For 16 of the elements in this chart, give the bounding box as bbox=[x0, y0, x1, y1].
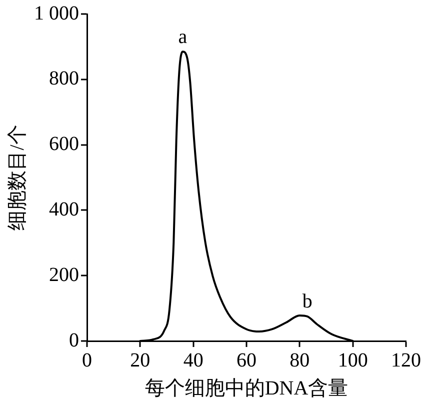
y-tick-label: 400 bbox=[49, 198, 79, 220]
annotation: b bbox=[302, 290, 312, 313]
y-tick-label: 800 bbox=[49, 68, 79, 90]
x-tick-label: 100 bbox=[338, 349, 368, 372]
y-axis-title: 细胞数目/个 bbox=[6, 124, 28, 230]
x-tick-label: 40 bbox=[183, 349, 204, 372]
x-tick-label: 60 bbox=[236, 349, 256, 372]
y-tick-label: 0 bbox=[69, 329, 79, 352]
y-tick-label: 200 bbox=[49, 264, 79, 286]
y-tick-label: 1 000 bbox=[34, 2, 79, 24]
annotation: a bbox=[178, 26, 188, 48]
x-axis-title: 每个细胞中的DNA含量 bbox=[144, 377, 348, 400]
x-tick-label: 80 bbox=[290, 349, 310, 372]
x-tick-label: 20 bbox=[130, 349, 150, 372]
x-tick-label: 120 bbox=[391, 349, 421, 372]
y-tick-label: 600 bbox=[49, 133, 79, 156]
